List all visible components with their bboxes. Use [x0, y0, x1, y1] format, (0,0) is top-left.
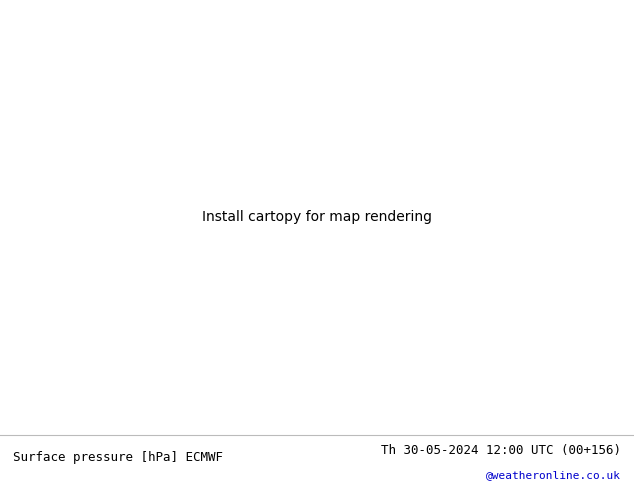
- Text: Th 30-05-2024 12:00 UTC (00+156): Th 30-05-2024 12:00 UTC (00+156): [381, 444, 621, 457]
- Text: Install cartopy for map rendering: Install cartopy for map rendering: [202, 211, 432, 224]
- Text: Surface pressure [hPa] ECMWF: Surface pressure [hPa] ECMWF: [13, 450, 223, 464]
- Text: @weatheronline.co.uk: @weatheronline.co.uk: [486, 469, 621, 480]
